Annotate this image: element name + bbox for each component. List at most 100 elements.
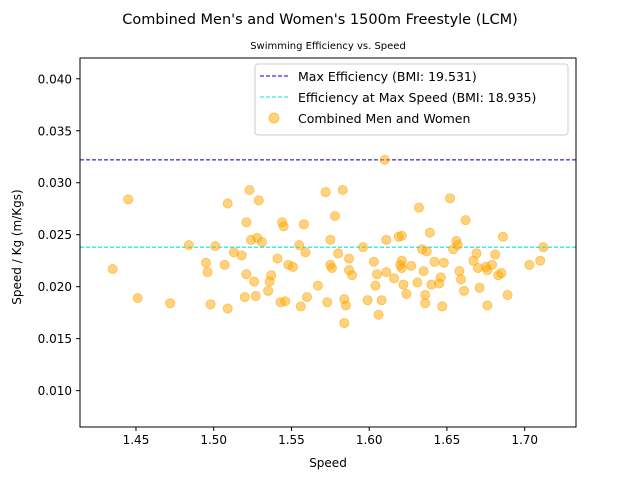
data-point xyxy=(490,249,501,260)
data-point xyxy=(396,230,407,241)
data-point xyxy=(471,248,482,259)
data-point xyxy=(200,257,211,268)
data-point xyxy=(288,261,299,272)
data-point xyxy=(347,270,358,281)
data-point xyxy=(107,264,118,275)
data-point xyxy=(165,298,176,309)
y-tick-label: 0.010 xyxy=(38,384,72,398)
data-point xyxy=(241,217,252,228)
legend-label-efficiency-max-speed: Efficiency at Max Speed (BMI: 18.935) xyxy=(298,90,536,105)
x-tick-label: 1.60 xyxy=(356,433,383,447)
data-point xyxy=(459,285,470,296)
data-point xyxy=(253,195,264,206)
data-point xyxy=(424,227,435,238)
data-point xyxy=(452,240,463,251)
data-point xyxy=(524,259,535,270)
data-point xyxy=(250,291,261,302)
x-tick-label: 1.70 xyxy=(511,433,538,447)
data-point xyxy=(454,266,465,277)
data-point xyxy=(412,277,423,288)
data-point xyxy=(302,292,313,303)
data-point xyxy=(326,262,337,273)
y-axis-label: Speed / Kg (m/Kgs) xyxy=(10,189,24,304)
legend-label-max-efficiency: Max Efficiency (BMI: 19.531) xyxy=(298,69,477,84)
data-point xyxy=(406,260,417,271)
data-point xyxy=(295,301,306,312)
data-point xyxy=(202,267,213,278)
data-point xyxy=(210,241,221,252)
data-point xyxy=(340,300,351,311)
data-point xyxy=(429,256,440,267)
data-point xyxy=(421,246,432,257)
x-tick-label: 1.50 xyxy=(200,433,227,447)
data-point xyxy=(487,259,498,270)
data-point xyxy=(381,234,392,245)
data-point xyxy=(320,187,331,198)
data-point xyxy=(337,185,348,196)
x-axis-label: Speed xyxy=(309,456,347,470)
legend-label-combined: Combined Men and Women xyxy=(298,111,470,126)
data-point xyxy=(132,293,143,304)
data-point xyxy=(362,295,373,306)
data-point xyxy=(474,282,485,293)
data-point xyxy=(435,272,446,283)
data-point xyxy=(266,270,277,281)
data-point xyxy=(370,280,381,291)
y-tick-label: 0.020 xyxy=(38,280,72,294)
data-point xyxy=(219,259,230,270)
y-tick-label: 0.015 xyxy=(38,332,72,346)
data-point xyxy=(239,292,250,303)
data-point xyxy=(389,273,400,284)
data-point xyxy=(455,274,466,285)
data-point xyxy=(280,296,291,307)
data-point xyxy=(401,288,412,299)
legend-swatch-combined xyxy=(268,112,280,124)
data-point xyxy=(263,285,274,296)
data-point xyxy=(381,267,392,278)
data-point xyxy=(413,202,424,213)
data-point xyxy=(373,309,384,320)
y-tick-label: 0.025 xyxy=(38,228,72,242)
data-point xyxy=(460,215,471,226)
data-point xyxy=(241,269,252,280)
data-point xyxy=(244,185,255,196)
axes-frame xyxy=(79,57,577,428)
data-point xyxy=(496,268,507,279)
plot-area: 1.45 1.50 1.55 1.60 1.65 1.70 0.010 0.015 0.020 0… xyxy=(38,57,577,447)
data-point xyxy=(437,301,448,312)
data-point xyxy=(339,318,350,329)
data-point xyxy=(371,269,382,280)
data-point xyxy=(236,250,247,261)
chart-title: Combined Men's and Women's 1500m Freesty… xyxy=(122,12,518,28)
x-tick-label: 1.65 xyxy=(434,433,461,447)
data-point xyxy=(256,236,267,247)
data-point xyxy=(272,253,283,264)
data-point xyxy=(420,298,431,309)
x-tick-label: 1.55 xyxy=(278,433,305,447)
data-point xyxy=(183,240,194,251)
data-point xyxy=(205,299,216,310)
data-point xyxy=(357,242,368,253)
x-tick-label: 1.45 xyxy=(123,433,150,447)
data-point xyxy=(502,289,513,300)
legend-frame xyxy=(254,63,569,136)
legend: Max Efficiency (BMI: 19.531) Efficiency … xyxy=(254,63,569,136)
y-tick-label: 0.040 xyxy=(38,72,72,86)
data-point xyxy=(420,289,431,300)
data-point xyxy=(123,194,134,205)
data-point xyxy=(300,247,311,258)
data-point xyxy=(497,231,508,242)
data-point xyxy=(438,257,449,268)
data-point xyxy=(368,256,379,267)
data-point xyxy=(322,297,333,308)
y-tick-label: 0.030 xyxy=(38,176,72,190)
data-point xyxy=(538,242,549,253)
data-point xyxy=(294,240,305,251)
data-point xyxy=(325,234,336,245)
data-point xyxy=(222,303,233,314)
data-point xyxy=(278,221,289,232)
data-point xyxy=(418,266,429,277)
data-point xyxy=(343,253,354,264)
data-point xyxy=(333,248,344,259)
